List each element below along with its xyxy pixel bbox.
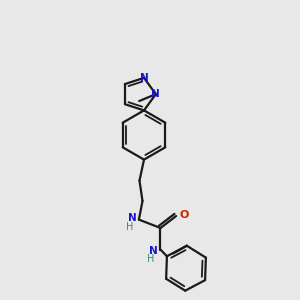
Text: N: N: [149, 246, 158, 256]
Text: O: O: [180, 209, 189, 220]
Text: N: N: [128, 213, 136, 224]
Text: N: N: [152, 89, 160, 99]
Text: H: H: [126, 222, 134, 232]
Text: H: H: [147, 254, 154, 264]
Text: N: N: [140, 73, 148, 83]
